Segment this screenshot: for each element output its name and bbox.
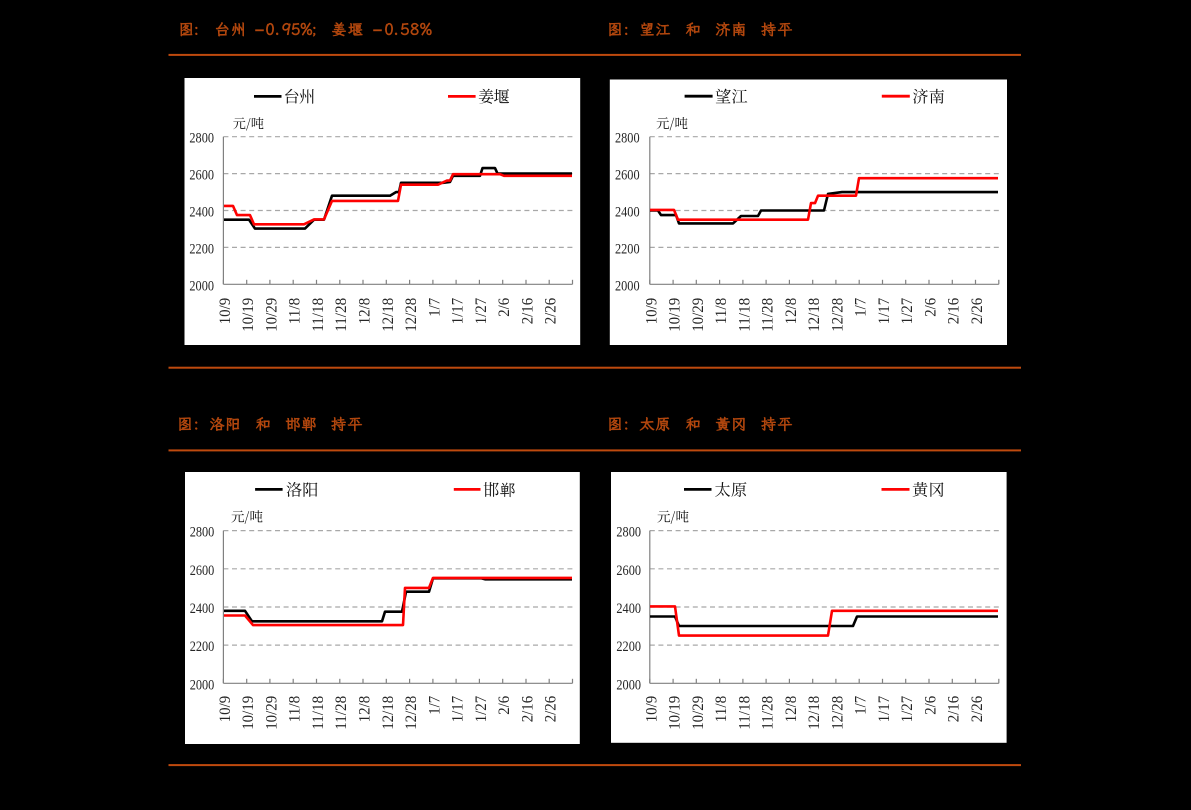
svg-text:1/27: 1/27 (899, 696, 916, 723)
svg-text:10/29: 10/29 (690, 696, 707, 730)
svg-text:2400: 2400 (615, 205, 640, 221)
svg-text:1/27: 1/27 (473, 298, 490, 325)
svg-text:2200: 2200 (615, 241, 640, 257)
svg-text:12/8: 12/8 (357, 298, 374, 325)
svg-text:12/8: 12/8 (783, 696, 800, 723)
svg-text:1/7: 1/7 (853, 696, 870, 715)
svg-text:11/8: 11/8 (287, 298, 304, 325)
svg-text:1/27: 1/27 (473, 696, 490, 723)
svg-text:12/28: 12/28 (403, 298, 420, 332)
svg-text:2400: 2400 (616, 601, 641, 617)
svg-text:10/9: 10/9 (217, 696, 234, 723)
svg-text:2000: 2000 (190, 677, 215, 693)
svg-text:10/29: 10/29 (263, 696, 280, 730)
svg-text:2/6: 2/6 (496, 298, 513, 317)
svg-text:11/28: 11/28 (333, 298, 350, 332)
svg-text:1/17: 1/17 (876, 696, 893, 723)
svg-text:2800: 2800 (189, 131, 214, 147)
svg-text:11/18: 11/18 (310, 696, 327, 730)
svg-text:2000: 2000 (615, 278, 640, 294)
svg-text:11/18: 11/18 (736, 298, 753, 332)
svg-text:11/8: 11/8 (713, 696, 730, 723)
svg-text:12/28: 12/28 (829, 696, 846, 730)
svg-text:11/28: 11/28 (760, 696, 777, 730)
svg-text:1/27: 1/27 (899, 298, 916, 325)
svg-text:2/16: 2/16 (519, 696, 536, 723)
svg-text:10/19: 10/19 (667, 696, 684, 730)
svg-text:2000: 2000 (616, 677, 641, 693)
svg-text:12/8: 12/8 (783, 298, 800, 325)
svg-text:2/6: 2/6 (923, 696, 940, 715)
svg-text:10/9: 10/9 (643, 696, 660, 723)
svg-text:11/28: 11/28 (760, 298, 777, 332)
svg-text:2400: 2400 (189, 205, 214, 221)
svg-text:10/29: 10/29 (690, 298, 707, 332)
svg-text:2/6: 2/6 (496, 696, 513, 715)
svg-text:11/18: 11/18 (310, 298, 327, 332)
svg-text:12/18: 12/18 (380, 298, 397, 332)
svg-text:12/28: 12/28 (829, 298, 846, 332)
svg-text:2000: 2000 (189, 278, 214, 294)
svg-text:12/18: 12/18 (380, 696, 397, 730)
svg-text:11/8: 11/8 (287, 696, 304, 723)
svg-text:2/26: 2/26 (543, 696, 560, 723)
svg-text:10/9: 10/9 (643, 298, 660, 325)
svg-text:10/19: 10/19 (667, 298, 684, 332)
svg-text:2800: 2800 (616, 525, 641, 541)
svg-text:12/8: 12/8 (357, 696, 374, 723)
svg-text:10/19: 10/19 (240, 298, 257, 332)
svg-text:2800: 2800 (615, 131, 640, 147)
svg-text:2400: 2400 (190, 601, 215, 617)
svg-text:2800: 2800 (190, 525, 215, 541)
svg-text:2200: 2200 (190, 639, 215, 655)
svg-text:2/26: 2/26 (969, 298, 986, 325)
svg-text:12/28: 12/28 (403, 696, 420, 730)
svg-text:2600: 2600 (189, 168, 214, 184)
svg-text:2/16: 2/16 (519, 298, 536, 325)
svg-text:10/29: 10/29 (263, 298, 280, 332)
svg-text:2/26: 2/26 (969, 696, 986, 723)
svg-text:1/7: 1/7 (426, 696, 443, 715)
svg-text:2/16: 2/16 (946, 298, 963, 325)
svg-text:1/7: 1/7 (853, 298, 870, 317)
svg-text:1/17: 1/17 (450, 696, 467, 723)
svg-text:11/28: 11/28 (333, 696, 350, 730)
svg-text:11/18: 11/18 (736, 696, 753, 730)
svg-text:1/17: 1/17 (450, 298, 467, 325)
svg-text:2200: 2200 (189, 241, 214, 257)
svg-text:2200: 2200 (616, 639, 641, 655)
svg-text:10/19: 10/19 (240, 696, 257, 730)
svg-text:1/17: 1/17 (876, 298, 893, 325)
svg-text:12/18: 12/18 (806, 298, 823, 332)
svg-text:2600: 2600 (615, 168, 640, 184)
svg-text:2/26: 2/26 (543, 298, 560, 325)
svg-text:10/9: 10/9 (217, 298, 234, 325)
svg-text:2/16: 2/16 (946, 696, 963, 723)
svg-text:2600: 2600 (190, 563, 215, 579)
svg-text:2/6: 2/6 (923, 298, 940, 317)
svg-text:11/8: 11/8 (713, 298, 730, 325)
svg-text:1/7: 1/7 (426, 298, 443, 317)
svg-text:2600: 2600 (616, 563, 641, 579)
svg-text:12/18: 12/18 (806, 696, 823, 730)
